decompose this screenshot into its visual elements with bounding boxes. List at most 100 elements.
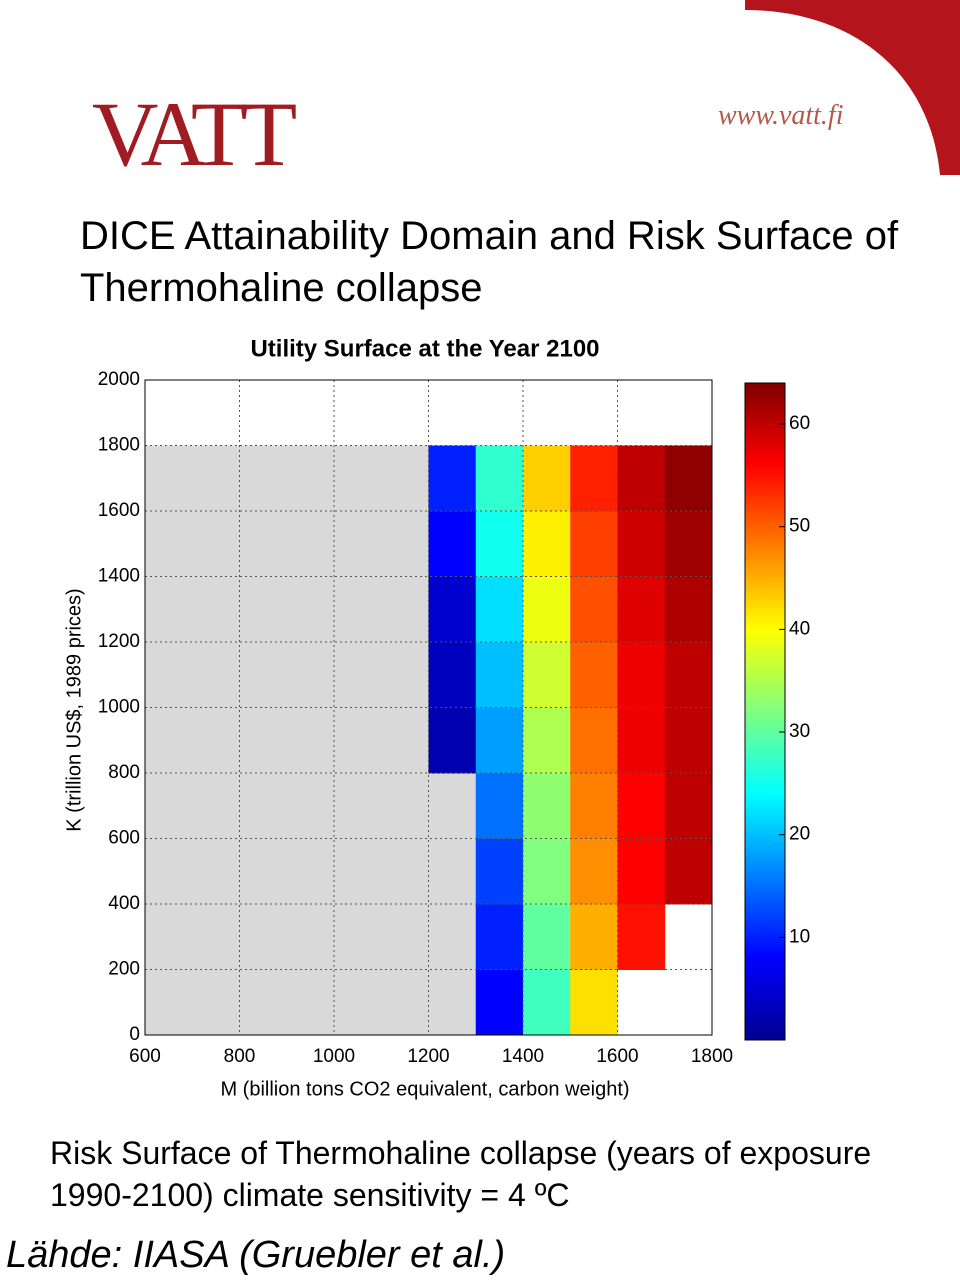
heatmap-cell [239,707,288,774]
colorbar-tick-label: 60 [789,413,810,434]
heatmap-cell [617,445,666,512]
heatmap-cell [617,773,666,839]
heatmap-cell [145,904,193,970]
colorbar-tick-label: 10 [789,926,810,947]
heatmap-cell [617,511,666,577]
heatmap-cell [428,576,477,643]
heatmap-cell [381,511,429,577]
heatmap-cell [334,773,382,839]
y-axis-label: K (trillion US$, 1989 prices) [63,588,85,831]
heatmap-cell [334,445,382,512]
heatmap-cell [286,904,335,970]
heatmap-cell [475,576,524,643]
y-tick-label: 1000 [98,697,140,718]
heatmap-cell [570,511,618,577]
y-tick-label: 0 [129,1024,140,1045]
heatmap-cell [570,838,618,905]
heatmap-cell [617,576,666,643]
heatmap-cell [239,642,288,708]
heatmap-cell [428,773,477,839]
heatmap-cell [428,838,477,905]
heatmap-cell [192,969,240,1036]
heatmap-cell [570,576,618,643]
heatmap-cell [428,445,477,512]
heatmap-cell [475,642,524,708]
x-axis-label: M (billion tons CO2 equivalent, carbon w… [220,1078,629,1100]
heatmap-cell [475,904,524,970]
heatmap-cell [145,773,193,839]
chart: Utility Surface at the Year 2100 M (bill… [63,335,810,1100]
heatmap-cell [286,969,335,1036]
heatmap-cell [523,969,571,1036]
heatmap-cell [617,904,666,970]
x-tick-label: 1800 [691,1046,733,1067]
heatmap-cell [145,576,193,643]
heatmap-cell [523,642,571,708]
heatmap-cell [617,707,666,774]
heatmap-cell [239,969,288,1036]
heatmap-cell [239,511,288,577]
heatmap-cell [664,838,713,905]
heatmap-cell [286,511,335,577]
heatmap-cell [475,445,524,512]
heatmap-cell [145,969,193,1036]
heatmap-cell [239,773,288,839]
heatmap-cell [192,904,240,970]
heatmap-cell [523,904,571,970]
heatmap-cell [523,445,571,512]
heatmap-cell [381,904,429,970]
colorbar-tick-label: 50 [789,516,810,537]
heatmap-cell [239,838,288,905]
heatmap-cell [664,642,713,708]
heatmap-cell [664,707,713,774]
heatmap-cell [334,642,382,708]
heatmap-cell [664,576,713,643]
heatmap-cell [334,511,382,577]
y-tick-label: 2000 [98,369,140,390]
heatmap-cell [334,838,382,905]
heatmap-cell [334,576,382,643]
corner-decoration [745,0,960,175]
heatmap-cell [192,642,240,708]
x-tick-label: 1000 [313,1046,355,1067]
heatmap-cell [334,707,382,774]
heatmap-cell [381,773,429,839]
heatmap-cell [145,511,193,577]
y-tick-label: 400 [108,893,140,914]
heatmap-cell [475,511,524,577]
heatmap-cell [475,773,524,839]
caption: Risk Surface of Thermohaline collapse (y… [50,1135,872,1213]
heatmap-cell [664,511,713,577]
heatmap-cell [286,773,335,839]
y-tick-label: 800 [108,762,140,783]
heatmap-cell [192,773,240,839]
heatmap-cell [428,904,477,970]
heatmap-cell [523,707,571,774]
heatmap-cell [192,511,240,577]
heatmap-cell [617,838,666,905]
heatmap-cell [192,838,240,905]
heatmap-cell [286,707,335,774]
y-tick-label: 1600 [98,500,140,521]
heatmap-cell [570,969,618,1036]
heatmap-cell [239,445,288,512]
chart-title: Utility Surface at the Year 2100 [250,335,599,362]
x-tick-label: 600 [129,1046,161,1067]
heatmap-cell [145,838,193,905]
colorbar [744,382,786,1041]
url[interactable]: www.vatt.fi [718,100,844,131]
colorbar-tick-label: 40 [789,618,810,639]
logo: VATT [92,83,297,185]
x-tick-label: 1400 [502,1046,544,1067]
heatmap-cell [664,445,713,512]
heatmap-cell [145,445,193,512]
heatmap-cell [523,511,571,577]
heatmap-cell [381,838,429,905]
y-tick-label: 1200 [98,631,140,652]
y-tick-label: 1800 [98,435,140,456]
y-tick-label: 1400 [98,566,140,587]
heatmap-cell [239,576,288,643]
source: Lähde: IIASA (Gruebler et al.) [6,1234,506,1276]
heatmap-cell [286,642,335,708]
heatmap-cell [192,576,240,643]
